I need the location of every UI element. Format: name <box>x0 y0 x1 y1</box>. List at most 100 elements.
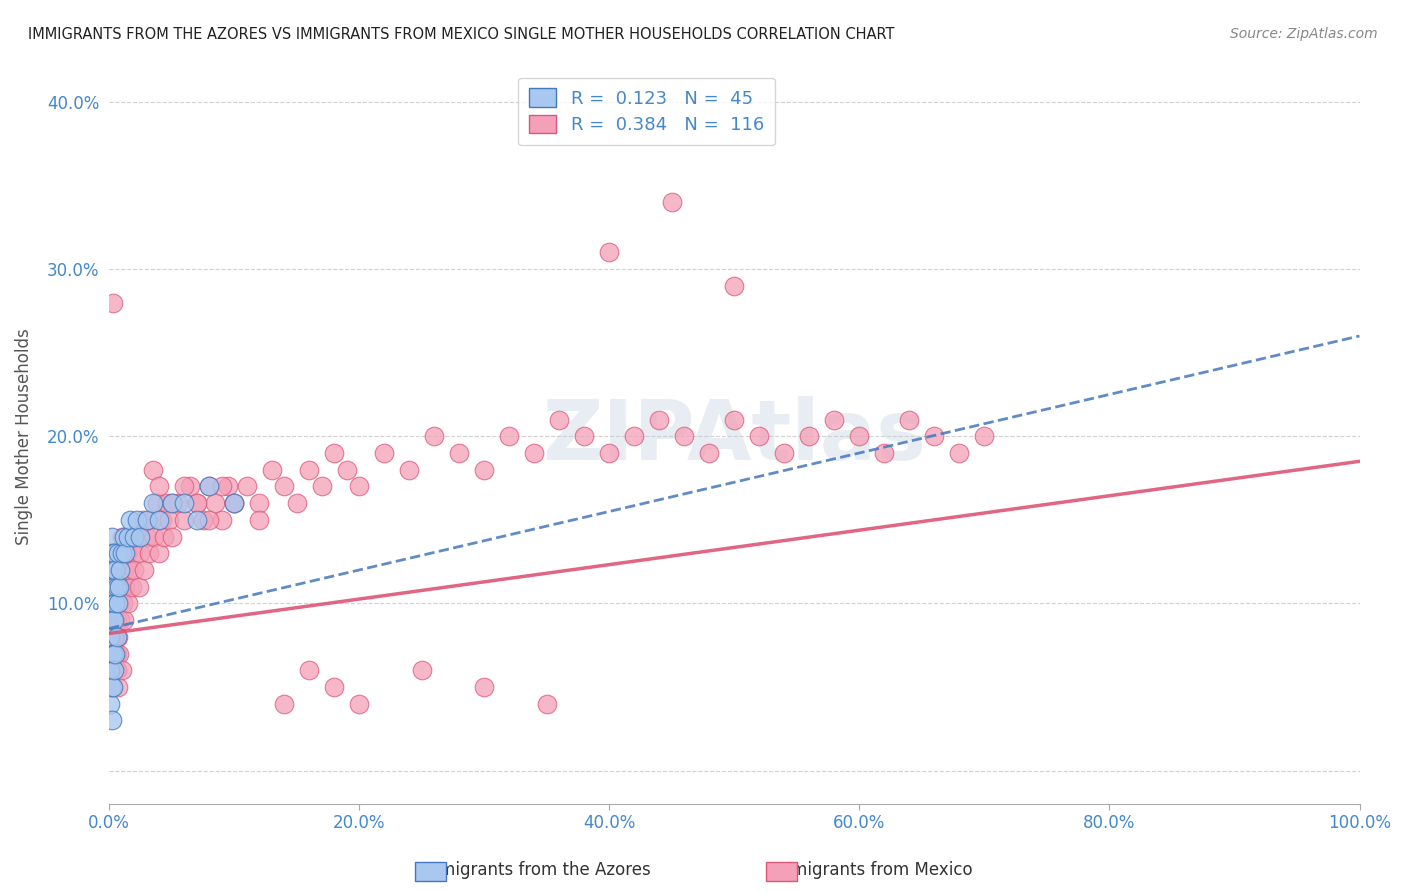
Point <box>548 412 571 426</box>
Text: IMMIGRANTS FROM THE AZORES VS IMMIGRANTS FROM MEXICO SINGLE MOTHER HOUSEHOLDS CO: IMMIGRANTS FROM THE AZORES VS IMMIGRANTS… <box>28 27 894 42</box>
Point <box>112 563 135 577</box>
Point <box>773 446 796 460</box>
Point <box>211 513 233 527</box>
Point <box>411 663 433 677</box>
Point <box>108 546 131 560</box>
Point <box>112 530 135 544</box>
Point <box>204 496 226 510</box>
Point <box>100 530 122 544</box>
Point <box>148 479 170 493</box>
Point <box>115 546 138 560</box>
Point <box>697 446 720 460</box>
Point <box>150 513 173 527</box>
Point <box>107 680 129 694</box>
Point <box>120 530 142 544</box>
Point <box>138 546 160 560</box>
Point <box>224 496 246 510</box>
Point <box>101 647 124 661</box>
Point <box>598 446 620 460</box>
Point <box>224 496 246 510</box>
Point <box>273 697 295 711</box>
Point <box>191 513 214 527</box>
Point <box>157 513 180 527</box>
Point <box>129 546 152 560</box>
Point <box>100 596 122 610</box>
Point <box>142 463 165 477</box>
Point <box>160 496 183 510</box>
Point <box>107 630 129 644</box>
Point <box>173 496 195 510</box>
Point <box>110 663 132 677</box>
Point <box>110 530 132 544</box>
Point <box>98 596 121 610</box>
Point <box>160 496 183 510</box>
Point <box>148 513 170 527</box>
Point <box>110 580 132 594</box>
Point <box>104 596 127 610</box>
Point <box>648 412 671 426</box>
Point <box>114 546 136 560</box>
Point <box>623 429 645 443</box>
Point <box>173 513 195 527</box>
Point <box>103 630 125 644</box>
Point <box>112 613 135 627</box>
Point <box>103 613 125 627</box>
Text: Immigrants from the Azores: Immigrants from the Azores <box>418 861 651 879</box>
Point <box>186 513 208 527</box>
Point <box>298 463 321 477</box>
Point <box>101 613 124 627</box>
Point <box>100 563 122 577</box>
Point <box>98 546 121 560</box>
Point <box>347 697 370 711</box>
Point <box>122 546 145 560</box>
Point <box>111 596 134 610</box>
Point <box>156 496 179 510</box>
Point <box>260 463 283 477</box>
Point <box>135 513 157 527</box>
Point <box>973 429 995 443</box>
Point <box>100 647 122 661</box>
Point <box>948 446 970 460</box>
Text: Source: ZipAtlas.com: Source: ZipAtlas.com <box>1230 27 1378 41</box>
Point <box>104 647 127 661</box>
Point <box>105 663 128 677</box>
Point <box>101 596 124 610</box>
Point <box>336 463 359 477</box>
Point <box>799 429 821 443</box>
Point <box>153 530 176 544</box>
Point <box>748 429 770 443</box>
Point <box>898 412 921 426</box>
Point <box>122 563 145 577</box>
Point <box>472 463 495 477</box>
Point <box>101 647 124 661</box>
Point <box>103 546 125 560</box>
Point <box>135 530 157 544</box>
Point <box>105 647 128 661</box>
Point <box>423 429 446 443</box>
Point <box>141 513 163 527</box>
Point <box>574 429 596 443</box>
Point <box>104 630 127 644</box>
Point <box>179 479 201 493</box>
Point <box>924 429 946 443</box>
Point <box>186 496 208 510</box>
Point <box>122 530 145 544</box>
Point <box>311 479 333 493</box>
Point <box>298 663 321 677</box>
Point <box>285 496 308 510</box>
Point <box>323 680 346 694</box>
Point <box>198 479 221 493</box>
Point <box>848 429 870 443</box>
Point <box>273 479 295 493</box>
Point <box>101 546 124 560</box>
Point <box>103 580 125 594</box>
Point <box>107 596 129 610</box>
Point <box>117 596 139 610</box>
Point <box>104 647 127 661</box>
Point <box>103 663 125 677</box>
Point <box>100 630 122 644</box>
Point <box>723 278 745 293</box>
Point <box>148 546 170 560</box>
Point <box>98 630 121 644</box>
Point <box>186 496 208 510</box>
